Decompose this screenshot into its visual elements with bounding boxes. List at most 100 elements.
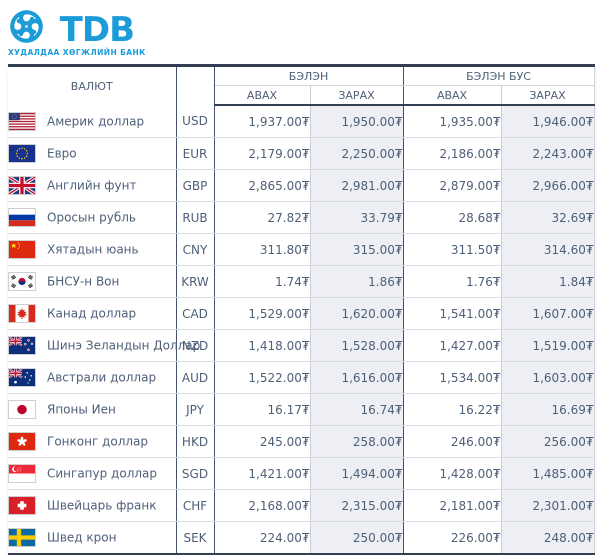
cash-sell-value: 2,250.00₮ (309, 137, 404, 170)
rates-tbody: Америк доллар USD 1,937.00₮ 1,950.00₮ 1,… (8, 105, 595, 555)
currency-name: БНСУ-н Вон (47, 274, 120, 289)
currency-code: JPY (175, 393, 215, 426)
noncash-buy-header: АВАХ (402, 85, 502, 106)
sg-flag-icon (8, 464, 36, 483)
rate-row: Сингапур доллар SGD 1,421.00₮ 1,494.00₮ … (8, 457, 595, 490)
bank-logo[interactable]: TDB ХУДАЛДАА ХӨГЖЛИЙН БАНК (8, 8, 146, 57)
tdb-swirl-icon (8, 8, 45, 45)
noncash-sell-value: 2,243.00₮ (500, 137, 595, 170)
noncash-buy-value: 2,879.00₮ (402, 169, 502, 202)
noncash-sell-value: 256.00₮ (500, 425, 595, 458)
currency-code: SGD (175, 457, 215, 490)
noncash-buy-value: 2,181.00₮ (402, 489, 502, 522)
currency-name: Японы Иен (47, 402, 116, 417)
noncash-buy-value: 2,186.00₮ (402, 137, 502, 170)
currency-name: Английн фунт (47, 178, 137, 193)
currency-name: Швед крон (47, 530, 117, 545)
currency-code: CAD (175, 297, 215, 330)
currency-name: Шинэ Зеландын Доллар (47, 338, 201, 353)
nz-flag-icon (8, 336, 36, 355)
currency-code: CNY (175, 233, 215, 266)
currency-name: Австрали доллар (47, 370, 157, 385)
cash-sell-value: 1,494.00₮ (309, 457, 404, 490)
noncash-buy-value: 16.22₮ (402, 393, 502, 426)
cash-sell-header: ЗАРАХ (309, 85, 404, 106)
kr-flag-icon (8, 272, 36, 291)
cash-buy-value: 2,179.00₮ (214, 137, 310, 170)
cash-sell-value: 258.00₮ (309, 425, 404, 458)
gb-flag-icon (8, 176, 36, 195)
currency-code: NZD (175, 329, 215, 362)
currency-code: GBP (175, 169, 215, 202)
noncash-buy-value: 226.00₮ (402, 521, 502, 555)
rate-row: Австрали доллар AUD 1,522.00₮ 1,616.00₮ … (8, 361, 595, 394)
noncash-group-header: БЭЛЭН БУС (402, 65, 595, 86)
cash-buy-value: 245.00₮ (214, 425, 310, 458)
rate-row: Америк доллар USD 1,937.00₮ 1,950.00₮ 1,… (8, 105, 595, 138)
noncash-sell-value: 2,966.00₮ (500, 169, 595, 202)
cash-buy-header: АВАХ (214, 85, 310, 106)
cash-buy-value: 2,865.00₮ (214, 169, 310, 202)
rate-row: Швед крон SEK 224.00₮ 250.00₮ 226.00₮ 24… (8, 521, 595, 555)
currency-name: Хятадын юань (47, 242, 139, 257)
rate-row: Английн фунт GBP 2,865.00₮ 2,981.00₮ 2,8… (8, 169, 595, 202)
cash-buy-value: 1,421.00₮ (214, 457, 310, 490)
us-flag-icon (8, 111, 36, 131)
cash-sell-value: 250.00₮ (309, 521, 404, 555)
eu-flag-icon (8, 144, 36, 163)
bank-logo-subtext: ХУДАЛДАА ХӨГЖЛИЙН БАНК (8, 48, 146, 57)
cash-buy-value: 1.74₮ (214, 265, 310, 298)
noncash-sell-value: 16.69₮ (500, 393, 595, 426)
cash-buy-value: 224.00₮ (214, 521, 310, 555)
noncash-buy-value: 1,935.00₮ (402, 105, 502, 138)
noncash-buy-value: 311.50₮ (402, 233, 502, 266)
currency-name: Канад доллар (47, 306, 137, 321)
cash-buy-value: 1,522.00₮ (214, 361, 310, 394)
cash-buy-value: 1,418.00₮ (214, 329, 310, 362)
currency-code: RUB (175, 201, 215, 234)
noncash-buy-value: 246.00₮ (402, 425, 502, 458)
noncash-sell-value: 248.00₮ (500, 521, 595, 555)
cash-sell-value: 16.74₮ (309, 393, 404, 426)
currency-code: CHF (175, 489, 215, 522)
noncash-sell-value: 1.84₮ (500, 265, 595, 298)
noncash-buy-value: 1,427.00₮ (402, 329, 502, 362)
noncash-sell-value: 1,519.00₮ (500, 329, 595, 362)
currency-name: Гонконг доллар (47, 434, 149, 449)
noncash-buy-value: 1,534.00₮ (402, 361, 502, 394)
noncash-buy-value: 1,428.00₮ (402, 457, 502, 490)
cash-sell-value: 1,616.00₮ (309, 361, 404, 394)
cn-flag-icon (8, 240, 36, 259)
noncash-sell-value: 2,301.00₮ (500, 489, 595, 522)
noncash-buy-value: 1,541.00₮ (402, 297, 502, 330)
cash-sell-value: 1.86₮ (309, 265, 404, 298)
cash-buy-value: 311.80₮ (214, 233, 310, 266)
cash-sell-value: 1,620.00₮ (309, 297, 404, 330)
noncash-buy-value: 1.76₮ (402, 265, 502, 298)
cash-sell-value: 2,315.00₮ (309, 489, 404, 522)
bank-logo-text: TDB (59, 10, 135, 51)
currency-name: Оросын рубль (47, 210, 136, 225)
noncash-sell-value: 1,603.00₮ (500, 361, 595, 394)
jp-flag-icon (8, 400, 36, 419)
currency-code: SEK (175, 521, 215, 555)
currency-name: Швейцарь франк (47, 498, 157, 513)
currency-code: HKD (175, 425, 215, 458)
ca-flag-icon (8, 304, 36, 323)
currency-column-header: ВАЛЮТ (70, 79, 113, 93)
currency-code: USD (175, 105, 215, 138)
noncash-sell-value: 314.60₮ (500, 233, 595, 266)
cash-sell-value: 315.00₮ (309, 233, 404, 266)
cash-buy-value: 27.82₮ (214, 201, 310, 234)
rate-row: Оросын рубль RUB 27.82₮ 33.79₮ 28.68₮ 32… (8, 201, 595, 234)
cash-buy-value: 16.17₮ (214, 393, 310, 426)
cash-buy-value: 2,168.00₮ (214, 489, 310, 522)
rate-row: Евро EUR 2,179.00₮ 2,250.00₮ 2,186.00₮ 2… (8, 137, 595, 170)
hk-flag-icon (8, 432, 36, 451)
cash-sell-value: 2,981.00₮ (309, 169, 404, 202)
currency-name: Евро (47, 146, 77, 161)
currency-name: Сингапур доллар (47, 466, 158, 481)
noncash-buy-value: 28.68₮ (402, 201, 502, 234)
rate-row: Гонконг доллар HKD 245.00₮ 258.00₮ 246.0… (8, 425, 595, 458)
